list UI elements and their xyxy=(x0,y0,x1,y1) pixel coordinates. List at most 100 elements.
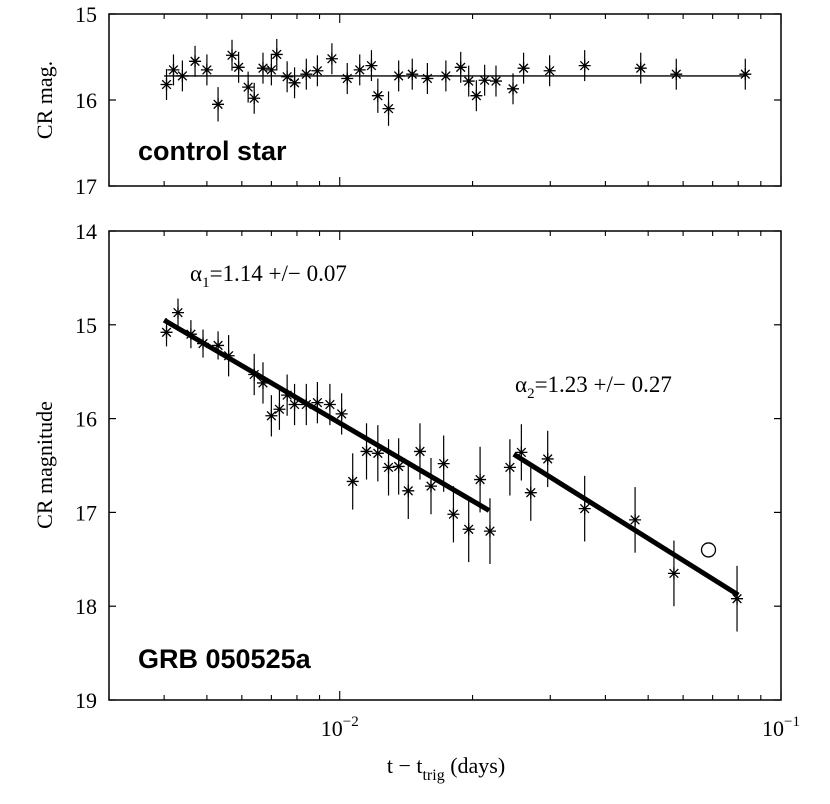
bottom-data-point xyxy=(413,445,426,458)
top-data-point xyxy=(371,89,384,102)
bottom-data-point xyxy=(248,368,261,381)
bottom-data-point xyxy=(483,525,496,538)
bottom-data-point xyxy=(402,484,415,497)
top-data-point xyxy=(634,62,647,75)
bottom-panel-frame xyxy=(108,230,782,701)
top-panel-marks xyxy=(160,38,752,126)
top-data-point-glyph xyxy=(371,89,384,102)
bottom-data-point-glyph xyxy=(382,461,395,474)
alpha2-text: =1.23 +/− 0.27 xyxy=(535,372,672,397)
bottom-data-point xyxy=(265,409,278,422)
bottom-data-point-glyph xyxy=(288,398,301,411)
bottom-data-point xyxy=(515,446,528,459)
top-data-point-glyph xyxy=(454,61,467,74)
top-data-point xyxy=(543,64,556,77)
top-data-point-glyph xyxy=(160,78,173,91)
bottom-ytick-label: 18 xyxy=(75,594,97,619)
bottom-data-point-glyph xyxy=(222,349,235,362)
top-data-point-glyph xyxy=(470,89,483,102)
top-data-point-glyph xyxy=(634,62,647,75)
top-data-point-glyph xyxy=(212,98,225,111)
bottom-data-point xyxy=(524,486,537,499)
top-data-point-glyph xyxy=(382,102,395,115)
bottom-xtick-label: 10−1 xyxy=(762,714,800,741)
top-data-point xyxy=(470,89,483,102)
top-data-point-glyph xyxy=(176,69,189,82)
top-panel-ticks: 15 16 17 xyxy=(75,2,782,199)
top-ytick-label: 17 xyxy=(75,174,97,199)
top-data-point xyxy=(489,75,502,88)
top-data-point-glyph xyxy=(248,92,261,105)
bottom-data-point xyxy=(360,445,373,458)
bottom-data-point-glyph xyxy=(281,389,294,402)
bottom-ytick-label: 14 xyxy=(75,219,97,244)
top-data-point-glyph xyxy=(507,82,520,95)
bottom-data-point xyxy=(578,502,591,515)
top-data-point-glyph xyxy=(167,63,180,76)
bottom-data-point-glyph xyxy=(462,523,475,536)
top-data-point-glyph xyxy=(232,61,245,74)
bottom-data-point-glyph xyxy=(256,376,269,389)
bottom-data-point xyxy=(222,349,235,362)
bottom-ytick-label: 17 xyxy=(75,500,97,525)
bottom-data-point xyxy=(731,592,744,605)
top-ytick-label: 16 xyxy=(75,88,97,113)
top-data-point-glyph xyxy=(543,64,556,77)
top-data-point xyxy=(256,62,269,75)
top-data-point xyxy=(507,82,520,95)
bottom-data-point xyxy=(382,461,395,474)
top-data-point xyxy=(176,69,189,82)
bottom-data-point-glyph xyxy=(474,473,487,486)
fit-line xyxy=(162,317,491,513)
top-data-point-glyph xyxy=(311,64,324,77)
top-data-point xyxy=(478,74,491,87)
bottom-data-point xyxy=(371,447,384,460)
alpha1-text: =1.14 +/− 0.07 xyxy=(210,261,347,286)
bottom-data-point-glyph xyxy=(371,447,384,460)
bottom-data-point xyxy=(335,407,348,420)
bottom-xtick-exponent: −2 xyxy=(343,714,359,730)
top-data-point-glyph xyxy=(478,74,491,87)
outlier-circle-point xyxy=(700,542,717,558)
top-data-point xyxy=(281,70,294,83)
bottom-data-point-glyph xyxy=(667,567,680,580)
bottom-data-point-glyph xyxy=(402,484,415,497)
top-data-point-glyph xyxy=(200,63,213,76)
top-data-point xyxy=(288,76,301,89)
top-data-point-glyph xyxy=(281,70,294,83)
top-data-point xyxy=(454,61,467,74)
bottom-data-point xyxy=(256,376,269,389)
bottom-data-point xyxy=(281,389,294,402)
bottom-data-point xyxy=(346,475,359,488)
bottom-data-point xyxy=(160,326,173,339)
bottom-data-point-glyph xyxy=(248,368,261,381)
top-data-point xyxy=(341,72,354,85)
bottom-data-point-glyph xyxy=(578,502,591,515)
top-data-point xyxy=(270,48,283,61)
bottom-data-point-glyph xyxy=(503,461,516,474)
bottom-data-point xyxy=(629,513,642,526)
bottom-data-point xyxy=(437,457,450,470)
alpha1-subscript: 1 xyxy=(202,275,210,291)
bottom-data-point xyxy=(171,306,184,319)
top-data-point xyxy=(739,68,752,81)
top-data-point xyxy=(517,62,530,75)
top-data-point-glyph xyxy=(462,75,475,88)
bottom-panel-ylabel: CR magnitude xyxy=(32,401,57,529)
bottom-xtick-exponent: −1 xyxy=(784,714,800,730)
top-data-point-glyph xyxy=(670,68,683,81)
top-data-point xyxy=(353,63,366,76)
bottom-ytick-label: 19 xyxy=(75,688,97,713)
bottom-data-point-glyph xyxy=(300,398,313,411)
top-data-point xyxy=(462,75,475,88)
top-data-point xyxy=(421,72,434,85)
bottom-data-point-glyph xyxy=(323,398,336,411)
bottom-data-point-glyph xyxy=(171,306,184,319)
top-data-point xyxy=(265,63,278,76)
alpha2-annotation: α2=1.23 +/− 0.27 xyxy=(515,372,672,402)
top-data-point xyxy=(392,69,405,82)
top-data-point xyxy=(232,61,245,74)
top-panel-ylabel: CR mag. xyxy=(32,61,57,139)
top-data-point xyxy=(325,52,338,65)
bottom-data-point-glyph xyxy=(273,403,286,416)
